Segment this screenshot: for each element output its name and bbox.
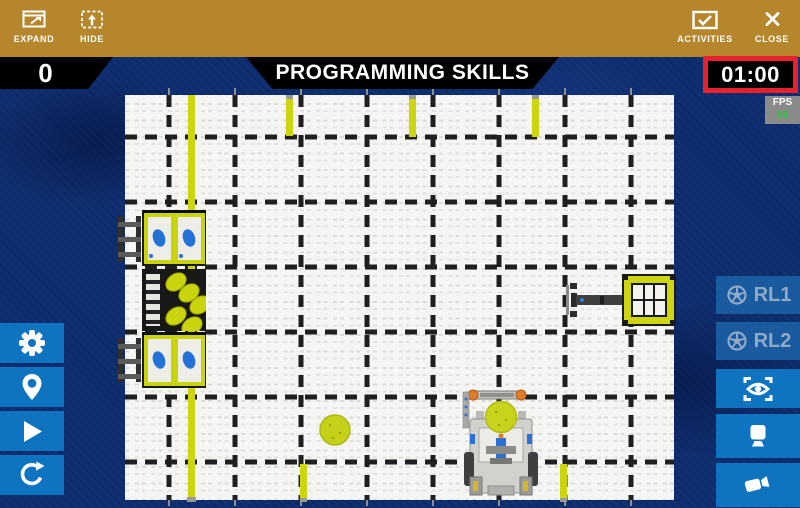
score-display: 0 (0, 57, 113, 89)
fps-label: FPS (772, 97, 793, 108)
fps-indicator: FPS 59 (765, 96, 800, 124)
robot (462, 391, 538, 496)
activities-label: ACTIVITIES (677, 34, 733, 44)
settings-button[interactable] (0, 323, 64, 363)
map-pin-icon (22, 374, 42, 400)
left-dispenser-middle (142, 269, 206, 331)
tower-view-button[interactable] (716, 414, 800, 458)
wheel-icon (726, 331, 747, 351)
eye-focus-icon (743, 376, 773, 401)
video-camera-icon (744, 476, 770, 492)
play-triangle-icon (24, 420, 42, 442)
activities-checkbox-icon (692, 10, 718, 30)
field-edge-ticks (168, 88, 632, 506)
mode-title-banner: PROGRAMMING SKILLS (246, 57, 559, 89)
activities-button[interactable]: ACTIVITIES (669, 9, 741, 44)
reset-button[interactable] (0, 455, 64, 495)
reset-circular-arrow-icon (20, 461, 45, 486)
hide-label: HIDE (80, 34, 104, 44)
rl2-button[interactable]: RL2 (716, 322, 800, 360)
window-expand-icon (22, 10, 46, 28)
yellow-autonomous-line (187, 95, 196, 502)
roller-bar (467, 389, 527, 401)
camera-view-button[interactable] (716, 463, 800, 507)
yellow-tile-marks (286, 95, 567, 502)
panel-hide-icon (81, 10, 103, 29)
rl2-label: RL2 (753, 329, 792, 352)
left-dispenser-bottom (118, 332, 206, 388)
field-tiles (125, 95, 674, 500)
wheel-icon (726, 285, 747, 305)
close-label: CLOSE (754, 34, 789, 44)
timer-value: 01:00 (721, 61, 780, 87)
gear-icon (19, 330, 45, 356)
fps-value: 59 (776, 108, 789, 121)
left-dispenser-top (118, 210, 206, 266)
mode-title: PROGRAMMING SKILLS (275, 61, 530, 84)
position-button[interactable] (0, 367, 64, 407)
field-grid (125, 95, 674, 500)
score-value: 0 (38, 57, 53, 88)
rl1-button[interactable]: RL1 (716, 276, 800, 314)
focus-robot-button[interactable] (716, 369, 800, 408)
expand-button[interactable]: EXPAND (6, 9, 62, 44)
monitor-view-icon (750, 425, 766, 447)
match-timer: 01:00 (703, 56, 798, 93)
ball-at-robot (484, 400, 518, 434)
close-button[interactable]: CLOSE (748, 9, 796, 44)
goal-launcher-arm (566, 283, 626, 317)
hide-button[interactable]: HIDE (64, 9, 120, 44)
expand-label: EXPAND (13, 34, 55, 44)
close-x-icon (765, 12, 779, 26)
ball-left (319, 414, 351, 446)
play-button[interactable] (0, 411, 64, 451)
top-toolbar: EXPAND HIDE ACTIVITIES CLOSE (0, 0, 800, 57)
right-goal (622, 274, 676, 326)
rl1-label: RL1 (753, 283, 792, 306)
